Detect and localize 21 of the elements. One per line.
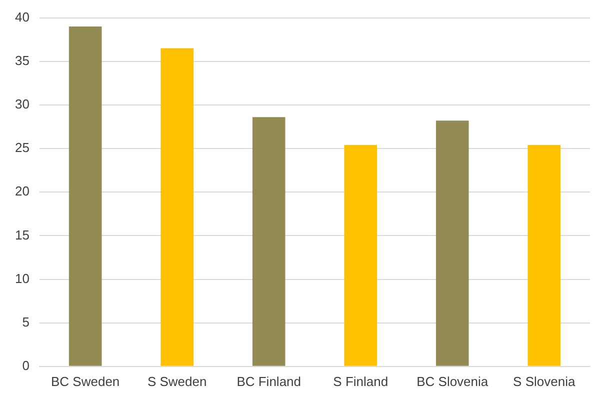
y-tick-label: 15	[14, 227, 30, 242]
y-tick-label: 5	[22, 314, 30, 330]
x-tick-label: BC Finland	[236, 374, 302, 389]
y-tick-label: 20	[14, 184, 30, 199]
bar	[528, 145, 561, 366]
bar	[252, 117, 286, 366]
bar	[68, 26, 102, 366]
x-tick-label: S Slovenia	[513, 374, 576, 389]
x-tick-label: S Finland	[333, 374, 388, 389]
x-tick-label: BC Slovenia	[416, 374, 489, 389]
y-tick-label: 30	[14, 96, 30, 112]
bar	[160, 48, 194, 366]
y-tick-label: 35	[14, 52, 30, 68]
x-tick-label: S Sweden	[147, 374, 207, 389]
bar	[436, 120, 469, 366]
y-tick-label: 40	[14, 9, 30, 24]
y-tick-label: 10	[14, 270, 30, 286]
x-tick-label: BC Sweden	[51, 374, 120, 389]
bar	[344, 145, 378, 366]
y-tick-label: 25	[14, 140, 30, 156]
y-tick-label: 0	[22, 358, 30, 373]
